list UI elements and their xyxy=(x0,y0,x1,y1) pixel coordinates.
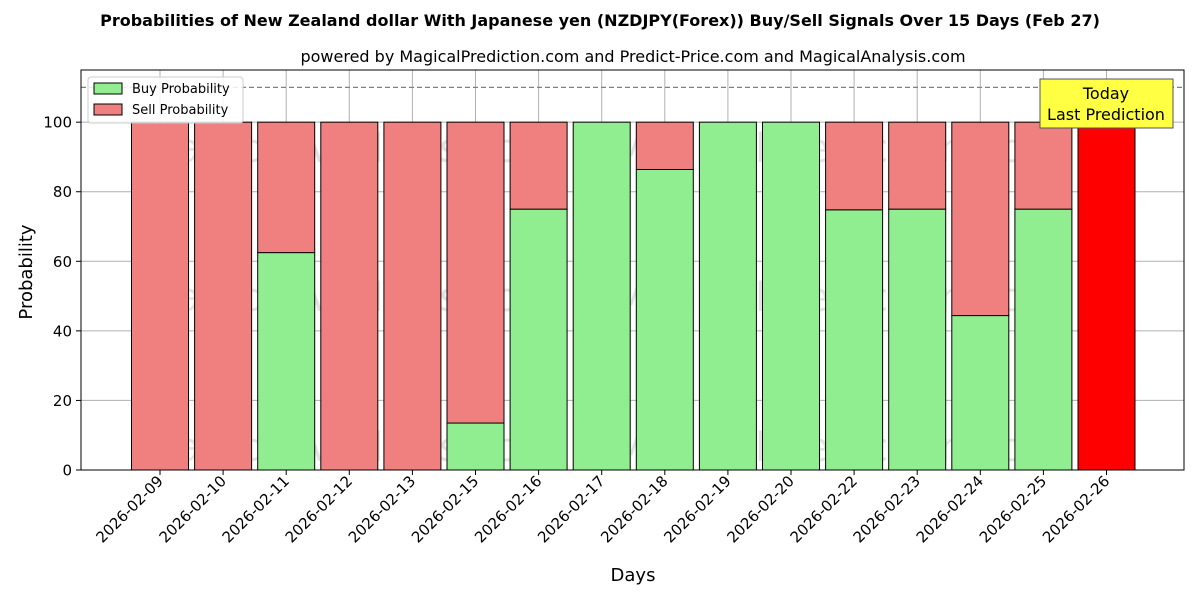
bar-buy xyxy=(257,252,316,471)
bar-sell xyxy=(1014,121,1073,210)
bar-buy xyxy=(698,121,757,471)
annotation-line1: Today xyxy=(1082,84,1129,103)
bar-buy xyxy=(635,168,694,471)
bar-sell xyxy=(194,121,253,471)
y-tick-label: 40 xyxy=(53,322,72,340)
x-tick-label: 2026-02-15 xyxy=(408,472,482,546)
bar-sell xyxy=(131,121,189,471)
x-tick-label: 2026-02-10 xyxy=(156,472,230,546)
y-tick-label: 100 xyxy=(43,114,72,132)
legend-swatch xyxy=(93,103,123,116)
bar-sell xyxy=(635,121,694,170)
x-tick-label: 2026-02-16 xyxy=(471,472,545,546)
legend-label: Sell Probability xyxy=(132,103,229,118)
y-tick-label: 20 xyxy=(53,392,72,410)
x-tick-label: 2026-02-09 xyxy=(92,472,166,546)
x-axis-label: Days xyxy=(611,565,656,586)
bar-sell xyxy=(446,121,505,424)
chart-subtitle: powered by MagicalPrediction.com and Pre… xyxy=(300,47,965,66)
x-tick-label: 2026-02-22 xyxy=(787,472,861,546)
annotation-line2: Last Prediction xyxy=(1047,105,1165,124)
legend-box xyxy=(87,76,244,124)
chart-title: Probabilities of New Zealand dollar With… xyxy=(100,11,1100,30)
x-tick-label: 2026-02-24 xyxy=(913,472,987,546)
x-tick-label: 2026-02-11 xyxy=(219,472,293,546)
plot-frame xyxy=(80,69,1185,471)
annotation-box xyxy=(1039,78,1174,129)
bar-today xyxy=(1077,121,1136,471)
y-tick-label: 80 xyxy=(53,183,72,201)
x-tick-label: 2026-02-23 xyxy=(850,472,924,546)
bar-sell xyxy=(257,121,316,254)
bar-buy xyxy=(825,209,884,471)
bar-sell xyxy=(509,121,568,210)
bar-buy xyxy=(509,208,568,471)
y-tick-label: 60 xyxy=(53,253,72,271)
x-tick-label: 2026-02-26 xyxy=(1039,472,1113,546)
bar-sell xyxy=(320,121,379,471)
bar-buy xyxy=(762,121,820,471)
bar-buy xyxy=(888,208,947,471)
x-tick-label: 2026-02-12 xyxy=(282,472,356,546)
bars xyxy=(131,121,1136,471)
x-axis: 2026-02-092026-02-102026-02-112026-02-12… xyxy=(92,470,1113,546)
today-annotation: Today Last Prediction xyxy=(1039,78,1174,129)
y-tick-label: 0 xyxy=(62,462,72,480)
x-tick-label: 2026-02-17 xyxy=(534,472,608,546)
bar-buy xyxy=(572,121,631,471)
bar-sell xyxy=(888,121,947,210)
x-tick-label: 2026-02-19 xyxy=(660,472,734,546)
x-tick-label: 2026-02-25 xyxy=(976,472,1050,546)
x-tick-label: 2026-02-13 xyxy=(345,472,419,546)
y-axis: 0 20 40 60 80 100 xyxy=(43,114,81,480)
legend-swatch xyxy=(93,82,123,95)
bar-sell xyxy=(951,121,1010,317)
legend-label: Buy Probability xyxy=(132,82,230,97)
bar-sell xyxy=(825,121,884,211)
x-tick-label: 2026-02-20 xyxy=(723,472,797,546)
bar-buy xyxy=(951,315,1010,471)
x-tick-label: 2026-02-18 xyxy=(597,472,671,546)
bar-sell xyxy=(383,121,442,471)
bar-buy xyxy=(446,422,505,471)
y-axis-label: Probability xyxy=(16,224,37,319)
legend: Buy Probability Sell Probability xyxy=(87,76,244,124)
bar-buy xyxy=(1014,208,1073,471)
